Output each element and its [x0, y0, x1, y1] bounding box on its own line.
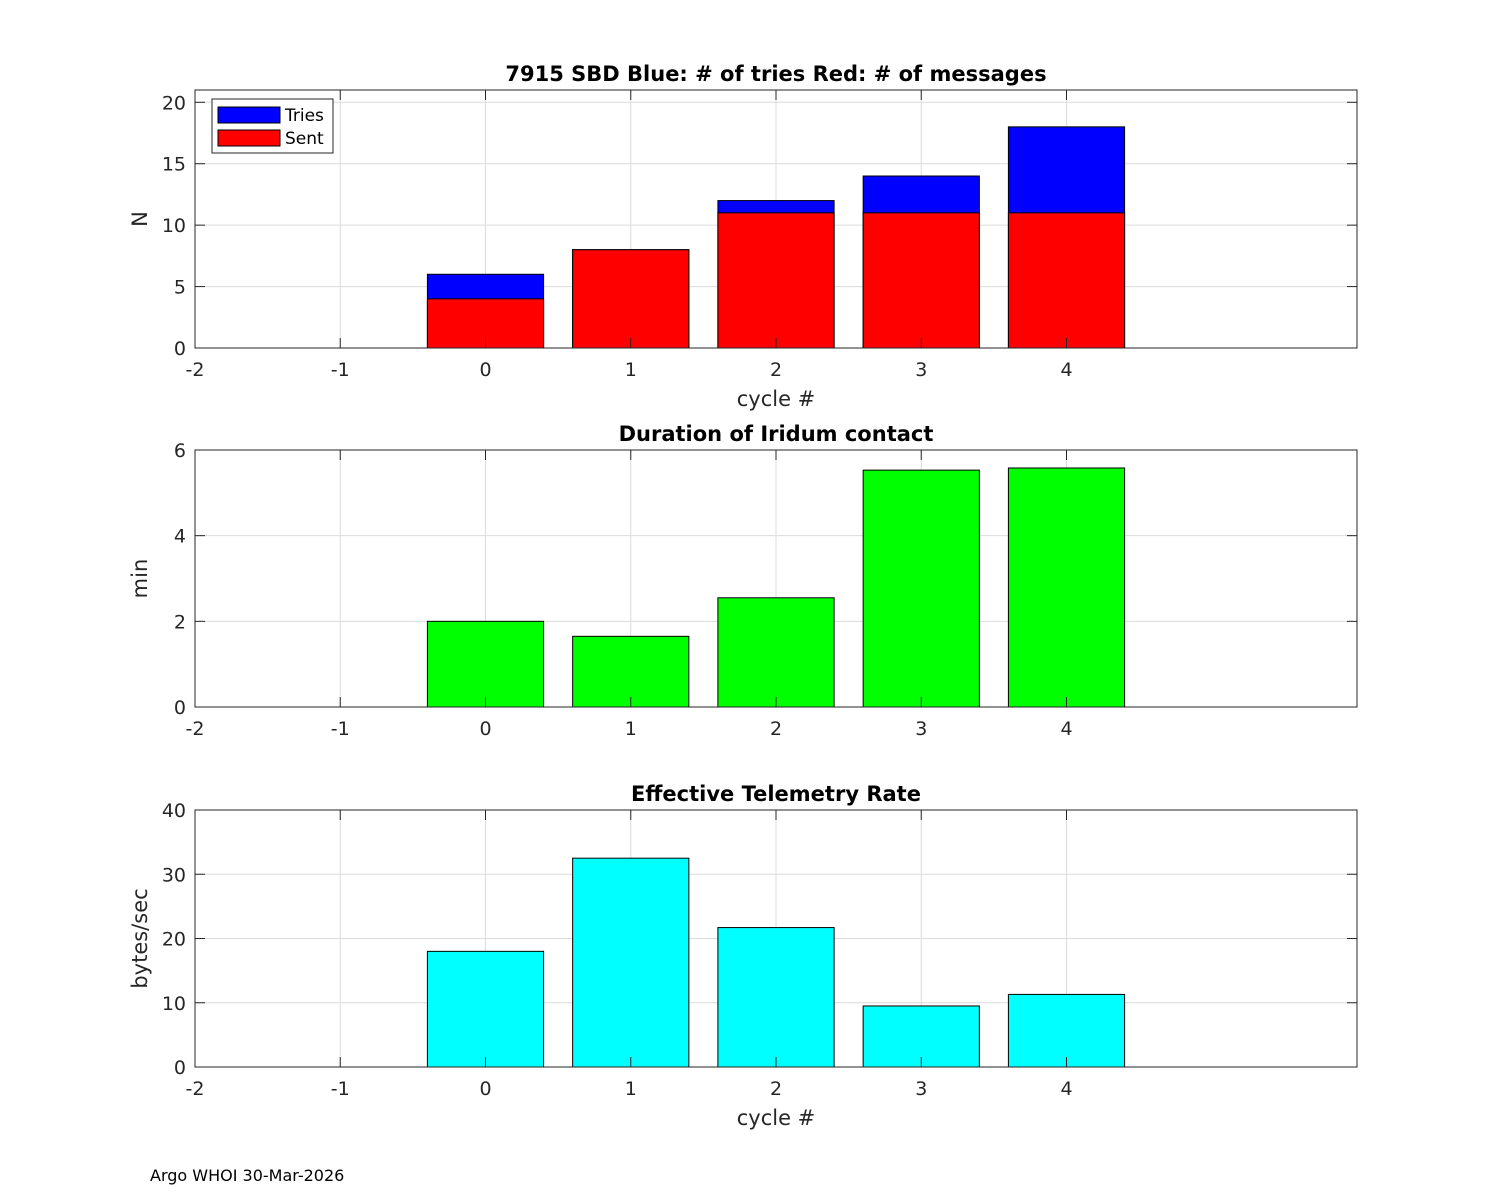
tick-label-x: 1	[625, 718, 637, 740]
bar-value	[1007, 993, 1126, 1068]
tick-label-x: 0	[479, 1078, 491, 1100]
tick-label-y: 20	[162, 92, 186, 114]
tick-label-y: 0	[174, 697, 186, 719]
tick-label-x: 1	[625, 1078, 637, 1100]
chart-panel-1: -2 -1 0 1 2 3 4 0 5 10 15 20 7915 SBD Blue: # of tri…	[128, 62, 1358, 411]
x-axis-label: cycle #	[737, 387, 816, 411]
tick-label-x: 0	[479, 718, 491, 740]
tick-label-x: -2	[186, 718, 205, 740]
bar-value	[1007, 467, 1126, 708]
bar-value	[717, 597, 835, 708]
tick-label-x: -1	[331, 1078, 350, 1100]
tick-label-y: 15	[162, 154, 186, 176]
bar-sent	[862, 212, 980, 349]
bar-value	[717, 927, 835, 1068]
y-axis-label: bytes/sec	[128, 888, 152, 988]
tick-label-y: 40	[162, 800, 186, 822]
tick-label-y: 10	[162, 993, 186, 1015]
tick-label-x: 3	[915, 1078, 927, 1100]
chart-title: Duration of Iridum contact	[619, 422, 934, 446]
bar-sent	[572, 249, 690, 349]
tick-label-x: 0	[479, 359, 491, 381]
tick-label-x: -1	[331, 718, 350, 740]
bar-value	[572, 857, 690, 1068]
legend-swatch	[217, 129, 281, 147]
tick-label-y: 20	[162, 929, 186, 951]
x-axis-label: cycle #	[737, 1106, 816, 1130]
bar-value	[572, 635, 690, 708]
tick-label-y: 10	[162, 215, 186, 237]
tick-label-x: 4	[1060, 359, 1072, 381]
tick-label-x: 2	[770, 359, 782, 381]
bar-value	[426, 620, 545, 708]
bar-value	[426, 950, 545, 1068]
tick-label-x: -1	[331, 359, 350, 381]
footer-credit: Argo WHOI 30-Mar-2026	[150, 1166, 345, 1185]
bar-sent	[1007, 212, 1126, 349]
tick-label-y: 2	[174, 611, 186, 633]
tick-label-y: 30	[162, 864, 186, 886]
chart-title: 7915 SBD Blue: # of tries Red: # of mess…	[505, 62, 1046, 86]
tick-label-x: 3	[915, 359, 927, 381]
bar-value	[862, 469, 980, 708]
tick-label-x: 2	[770, 718, 782, 740]
tick-label-x: 2	[770, 1078, 782, 1100]
tick-label-x: 3	[915, 718, 927, 740]
tick-label-y: 6	[174, 440, 186, 462]
y-axis-label: min	[128, 559, 152, 599]
tick-label-y: 0	[174, 338, 186, 360]
chart-title: Effective Telemetry Rate	[631, 782, 921, 806]
y-axis-label: N	[128, 211, 152, 227]
tick-label-y: 4	[174, 526, 186, 548]
bar-sent	[717, 212, 835, 349]
legend: Tries Sent	[211, 98, 334, 154]
tick-label-x: 4	[1060, 718, 1072, 740]
bar-value	[862, 1005, 980, 1068]
tick-label-x: 4	[1060, 1078, 1072, 1100]
legend-label: Tries	[284, 106, 324, 126]
tick-label-y: 0	[174, 1057, 186, 1079]
chart-panel-2: -2 -1 0 1 2 3 4 0 2 4 6 Duration of Iridum contact m…	[128, 422, 1358, 740]
tick-label-x: 1	[625, 359, 637, 381]
tick-label-y: 5	[174, 277, 186, 299]
tick-label-x: -2	[186, 1078, 205, 1100]
legend-swatch	[217, 106, 281, 124]
legend-label: Sent	[285, 129, 324, 149]
tick-label-x: -2	[186, 359, 205, 381]
